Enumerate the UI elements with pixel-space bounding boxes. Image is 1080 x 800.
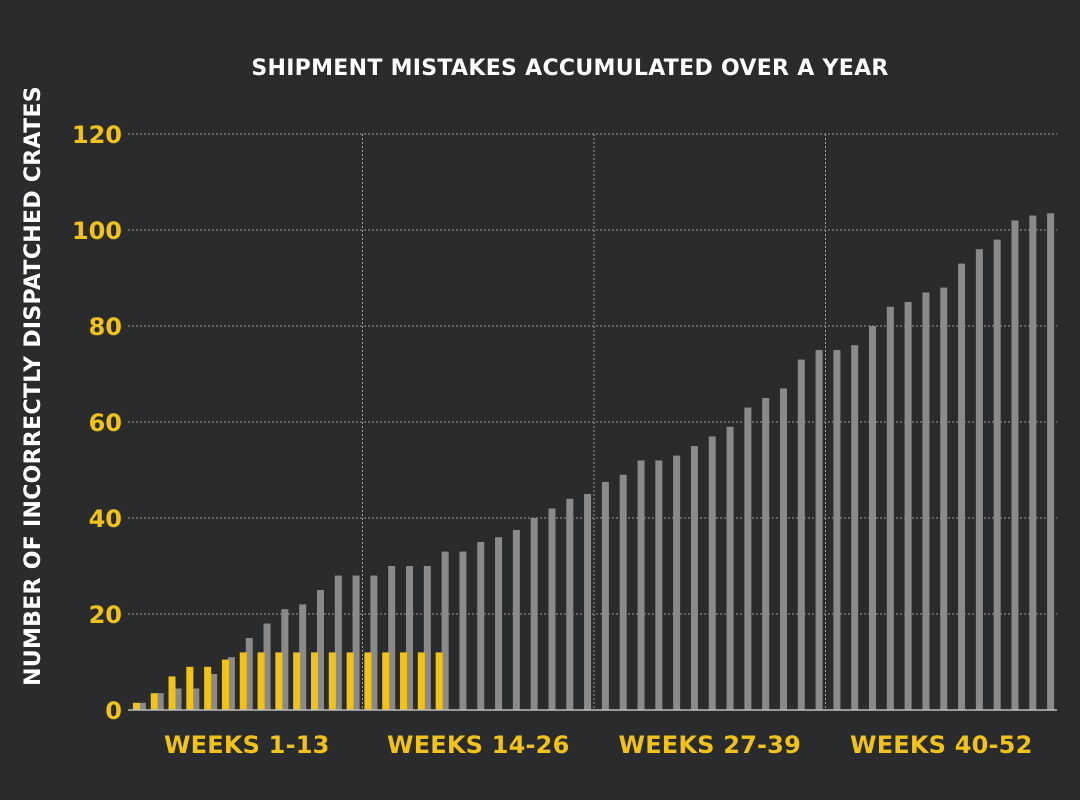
bar-highlight [150,693,158,710]
bar-cumulative [922,292,930,710]
bar-cumulative [406,566,414,710]
bar-highlight [328,652,336,710]
bar-cumulative [619,474,627,710]
x-group-label: WEEKS 40-52 [850,731,1032,759]
bar-cumulative [940,287,948,710]
y-tick-label: 60 [89,409,122,437]
bar-cumulative [210,674,218,710]
bar-cumulative [334,575,342,710]
bar-highlight [293,652,301,710]
y-axis-label: NUMBER OF INCORRECTLY DISPATCHED CRATES [21,86,46,686]
bar-highlight [346,652,354,710]
bar-cumulative [459,551,467,710]
x-group-label: WEEKS 1-13 [164,731,330,759]
bar-cumulative [281,609,289,710]
bar-cumulative [958,263,966,710]
bar-cumulative [548,508,556,710]
bar-cumulative [566,498,574,710]
y-tick-label: 40 [89,505,122,533]
bar-cumulative [726,426,734,710]
bar-highlight [310,652,318,710]
bar-cumulative [495,537,503,710]
bar-cumulative [655,460,663,710]
y-tick-label: 100 [72,217,122,245]
bar-cumulative [869,326,877,710]
bar-cumulative [441,551,449,710]
bar-cumulative [245,638,253,710]
bar-cumulative [227,657,235,710]
bar-highlight [275,652,283,710]
bar-cumulative [904,302,912,710]
bar-cumulative [815,350,823,710]
bar-highlight [417,652,425,710]
bar-highlight [204,666,212,710]
bar-cumulative [316,590,324,710]
bar-highlight [400,652,408,710]
bar-cumulative [601,482,609,710]
bar-cumulative [975,249,983,710]
y-tick-label: 120 [72,121,122,149]
bar-highlight [257,652,265,710]
bar-cumulative [584,494,592,710]
bar-highlight [364,652,372,710]
chart-title: SHIPMENT MISTAKES ACCUMULATED OVER A YEA… [251,56,888,81]
y-tick-label: 80 [89,313,122,341]
bar-highlight [168,676,176,710]
bar-cumulative [530,518,538,710]
bar-cumulative [174,688,182,710]
bar-cumulative [690,446,698,710]
bar-cumulative [637,460,645,710]
grid [128,133,1057,710]
bar-highlight [239,652,247,710]
bar-cumulative [423,566,431,710]
bar-cumulative [370,575,378,710]
bars [132,213,1055,710]
y-tick-label: 0 [105,697,122,725]
bar-highlight [221,659,229,710]
y-tick-label: 20 [89,601,122,629]
bar-cumulative [388,566,396,710]
bar-cumulative [192,688,200,710]
bar-highlight [435,652,443,710]
x-group-label: WEEKS 14-26 [387,731,569,759]
bar-cumulative [352,575,360,710]
bar-cumulative [138,702,146,710]
bar-cumulative [1029,215,1037,710]
bar-cumulative [477,542,485,710]
bar-cumulative [299,604,307,710]
bar-cumulative [779,388,787,710]
bar-highlight [186,666,194,710]
x-group-label: WEEKS 27-39 [619,731,801,759]
bar-cumulative [673,455,681,710]
bar-cumulative [1011,220,1019,710]
bar-cumulative [156,693,164,710]
bar-cumulative [512,530,520,710]
bar-cumulative [886,306,894,710]
axes: 0 20 40 60 80 100 120 WEEKS 1-13 WEEKS 14-26 WEEK… [72,121,1057,759]
bar-highlight [132,702,140,710]
bar-cumulative [993,239,1001,710]
bar-cumulative [851,345,859,710]
bar-cumulative [762,398,770,710]
bar-cumulative [708,436,716,710]
bar-cumulative [263,623,271,710]
bar-highlight [382,652,390,710]
bar-cumulative [1047,213,1055,710]
bar-cumulative [797,359,805,710]
bar-cumulative [833,350,841,710]
bar-cumulative [744,407,752,710]
